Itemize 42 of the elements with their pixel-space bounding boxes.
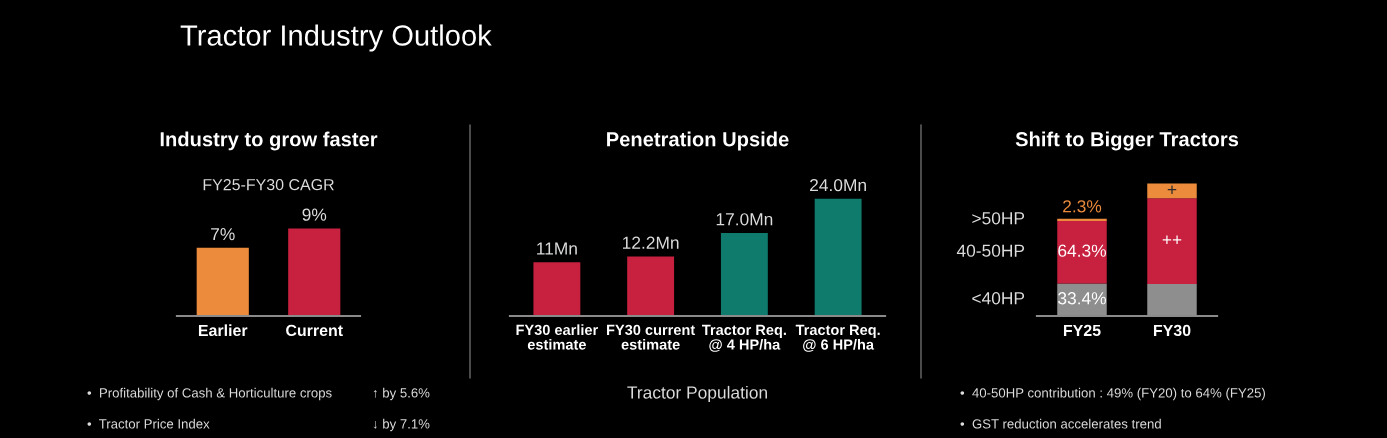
data-label: 64.3% (1058, 244, 1106, 257)
x-tick-label: FY25 (1063, 324, 1101, 337)
data-label: 9% (302, 208, 327, 221)
chart-subtitle: FY25-FY30 CAGR (203, 178, 334, 191)
x-tick-label: Tractor Req. @ 4 HP/ha (701, 324, 786, 352)
bar (533, 262, 581, 316)
x-tick-label: FY30 (1153, 324, 1191, 337)
x-tick-label: FY30 current estimate (607, 324, 696, 350)
text: • Tractor Price Index (87, 418, 210, 429)
bar (1147, 198, 1197, 284)
chart-title: Shift to Bigger Tractors (1015, 131, 1239, 151)
data-label: + (1167, 185, 1177, 194)
series-label: >50HP (972, 212, 1025, 225)
data-label: 33.4% (1058, 292, 1106, 305)
x-tick-label: Tractor Req. @ 6 HP/ha (795, 324, 880, 352)
text: • Profitability of Cash & Horticulture crops (87, 387, 332, 401)
data-label: 11Mn (537, 242, 577, 255)
x-tick-label: Earlier (198, 324, 248, 337)
data-label: 2.3% (1063, 200, 1102, 213)
text: ↓ by 7.1% (373, 418, 430, 432)
x-tick-label: FY30 earlier estimate (516, 324, 598, 350)
bar (1057, 218, 1107, 221)
data-label: ++ (1162, 235, 1182, 245)
x-tick-label: Current (286, 324, 343, 337)
bar (1057, 220, 1107, 284)
data-label: 12.2Mn (623, 236, 679, 249)
x-axis-title: Tractor Population (627, 385, 767, 403)
bar (1147, 183, 1197, 199)
bar (627, 256, 675, 316)
data-label: 17.0Mn (716, 213, 773, 226)
bar (720, 233, 768, 316)
chart-title: Penetration Upside (607, 131, 789, 151)
data-label: 7% (211, 228, 235, 241)
bar (814, 198, 862, 316)
data-label: 24.0Mn (810, 178, 866, 192)
text: Tractor Industry Outlook (180, 24, 492, 52)
series-label: <40HP (972, 292, 1025, 305)
series-label: 40-50HP (956, 244, 1025, 257)
text: ↑ by 5.6% (373, 387, 430, 401)
chart-title: Industry to grow faster (160, 131, 378, 151)
text: • GST reduction accelerates trend (960, 418, 1161, 429)
text: • 40-50HP contribution : 49% (FY20) to 64% (FY25) (960, 387, 1265, 401)
